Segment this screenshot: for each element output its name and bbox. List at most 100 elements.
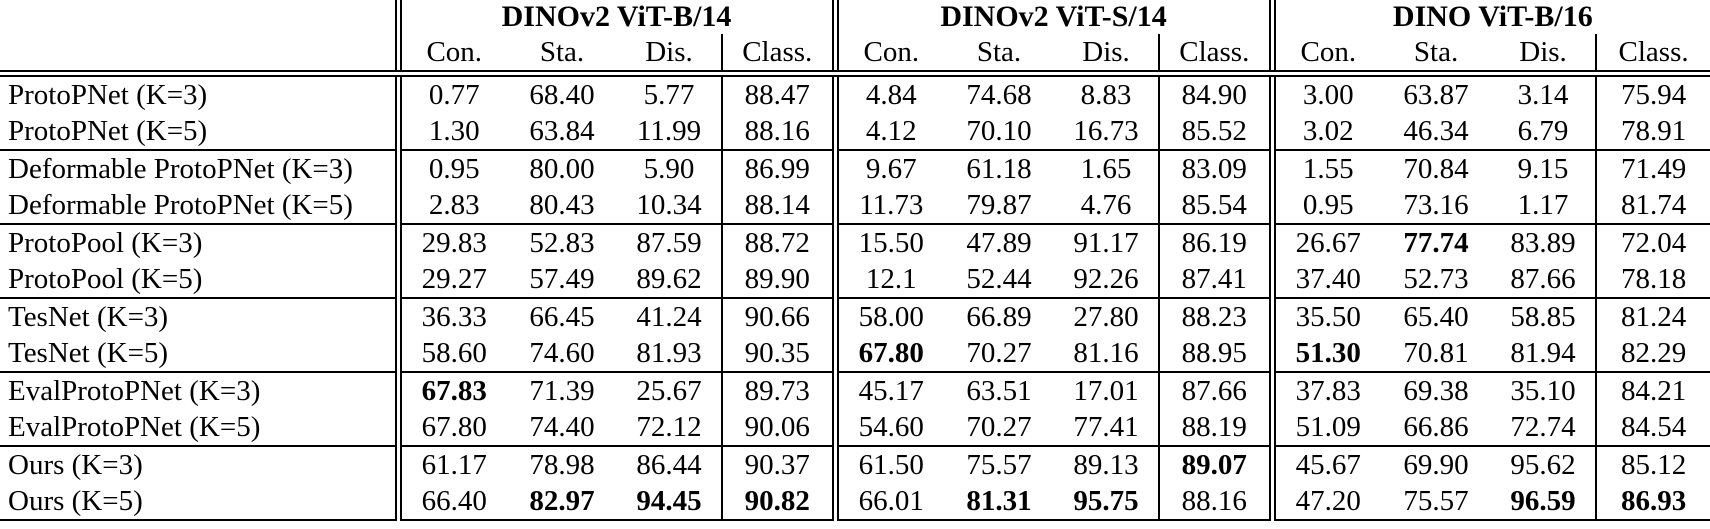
metric-value: 89.13: [1054, 445, 1160, 483]
metric-value: 66.45: [507, 297, 617, 335]
metric-value: 0.95: [394, 149, 507, 187]
metric-value: 58.85: [1491, 297, 1597, 335]
metric-value: 51.09: [1268, 409, 1382, 446]
metric-value: 80.00: [507, 149, 617, 187]
metric-value: 65.40: [1381, 297, 1492, 335]
metric-value: 9.67: [831, 149, 945, 187]
method-label: ProtoPNet (K=5): [8, 114, 208, 147]
metric-value: 51.30: [1268, 335, 1382, 372]
metric-value: 88.23: [1158, 297, 1273, 335]
table-row: ProtoPool (K=5) 29.27 57.49 89.62 89.90 12.1 5…: [0, 261, 1710, 298]
method-label: Deformable ProtoPNet (K=5): [8, 188, 353, 221]
metric-value: 0.77: [394, 73, 507, 113]
metric-value: 41.24: [617, 297, 722, 335]
metric-value: 15.50: [831, 223, 945, 261]
metric-value: 70.10: [966, 114, 1032, 147]
metric-value: 79.87: [966, 188, 1032, 221]
group-header-dinov2-vits14: DINOv2 ViT-S/14: [831, 0, 1273, 34]
metric-value: 3.14: [1517, 78, 1569, 111]
metric-value: 74.40: [529, 410, 595, 443]
metric-value: 11.99: [636, 114, 702, 147]
metric-value: 83.09: [1158, 149, 1273, 187]
metric-value: 72.04: [1595, 223, 1710, 261]
metric-value: 67.80: [394, 409, 507, 446]
metric-value: 88.16: [1158, 483, 1273, 521]
metric-value: 86.99: [720, 149, 836, 187]
metric-value: 89.07: [1158, 445, 1273, 483]
metric-value: 68.40: [529, 78, 595, 111]
method-label: ProtoPNet (K=3): [8, 78, 208, 111]
metric-value: 85.52: [1158, 113, 1273, 150]
column-header-sta: Sta.: [1381, 34, 1492, 77]
metric-value: 88.19: [1158, 409, 1273, 446]
metric-value: 5.77: [643, 78, 695, 111]
metric-value: 70.27: [966, 336, 1032, 369]
metric-value: 63.51: [944, 371, 1055, 409]
group-header-dino-vitb16: DINO ViT-B/16: [1268, 0, 1710, 34]
column-header-sta: Sta.: [507, 34, 617, 77]
metric-value: 90.35: [720, 335, 836, 372]
method-label: TesNet (K=5): [8, 336, 169, 369]
metric-value: 16.73: [1073, 114, 1139, 147]
metric-value: 87.59: [617, 223, 722, 261]
metric-value: 1.65: [1054, 149, 1160, 187]
metric-value: 88.47: [720, 73, 836, 113]
metric-value: 91.17: [1054, 223, 1160, 261]
metric-value: 67.80: [831, 335, 945, 372]
metric-value: 54.60: [831, 409, 945, 446]
metric-value: 46.34: [1403, 114, 1469, 147]
metric-value: 82.29: [1595, 335, 1710, 372]
metric-header-row: Con. Sta. Dis. Class. Con. Sta. Dis. Class. Con.…: [0, 34, 1710, 77]
metric-value: 52.44: [966, 262, 1032, 295]
metric-value: 89.62: [636, 262, 702, 295]
metric-value: 81.74: [1595, 187, 1710, 224]
column-header-dis: Dis.: [1054, 34, 1160, 77]
metric-value: 84.90: [1158, 73, 1273, 113]
metric-value: 88.72: [720, 223, 836, 261]
table-row: Deformable ProtoPNet (K=3) 0.95 80.00 5.90 8…: [0, 149, 1710, 187]
metric-value: 88.14: [720, 187, 836, 224]
column-header-dis: Dis.: [617, 34, 722, 77]
metric-value: 1.30: [394, 113, 507, 150]
metric-value: 88.16: [720, 113, 836, 150]
metric-value: 4.12: [831, 113, 945, 150]
column-header-sta: Sta.: [944, 34, 1055, 77]
metric-value: 75.57: [944, 445, 1055, 483]
metric-value: 63.84: [529, 114, 595, 147]
method-label: Ours (K=5): [0, 483, 398, 521]
metric-value: 89.73: [720, 371, 836, 409]
metric-value: 11.73: [831, 187, 945, 224]
method-column-header-empty: [0, 0, 398, 34]
column-header-dis: Dis.: [1491, 34, 1597, 77]
metric-value: 74.68: [966, 78, 1032, 111]
metric-value: 47.89: [944, 223, 1055, 261]
metric-value: 95.75: [1054, 483, 1160, 521]
metric-value: 66.01: [831, 483, 945, 521]
metric-value: 17.01: [1054, 371, 1160, 409]
table-row: EvalProtoPNet (K=5) 67.80 74.40 72.12 90.06 5…: [0, 409, 1710, 446]
metric-value: 4.76: [1080, 188, 1132, 221]
metric-value: 70.27: [966, 410, 1032, 443]
metric-value: 61.50: [831, 445, 945, 483]
metric-value: 52.73: [1403, 262, 1469, 295]
table-row: ProtoPNet (K=3) 0.77 68.40 5.77 88.47 4.84 74.…: [0, 73, 1710, 113]
metric-value: 85.12: [1595, 445, 1710, 483]
metric-value: 27.80: [1054, 297, 1160, 335]
metric-value: 78.91: [1595, 113, 1710, 150]
metric-value: 10.34: [636, 188, 702, 221]
table-row: ProtoPNet (K=5) 1.30 63.84 11.99 88.16 4.12 70…: [0, 113, 1710, 150]
column-header-con: Con.: [1268, 34, 1382, 77]
metric-value: 73.16: [1403, 188, 1469, 221]
metric-value: 90.66: [720, 297, 836, 335]
metric-value: 81.16: [1073, 336, 1139, 369]
metric-value: 61.18: [944, 149, 1055, 187]
metric-value: 45.67: [1268, 445, 1382, 483]
metric-value: 82.97: [507, 483, 617, 521]
metric-value: 70.84: [1381, 149, 1492, 187]
table-row: Deformable ProtoPNet (K=5) 2.83 80.43 10.34…: [0, 187, 1710, 224]
metric-value: 35.10: [1491, 371, 1597, 409]
metric-value: 26.67: [1268, 223, 1382, 261]
metric-value: 81.24: [1595, 297, 1710, 335]
metric-value: 29.27: [394, 261, 507, 298]
table-row: TesNet (K=3) 36.33 66.45 41.24 90.66 58.00 66.…: [0, 297, 1710, 335]
